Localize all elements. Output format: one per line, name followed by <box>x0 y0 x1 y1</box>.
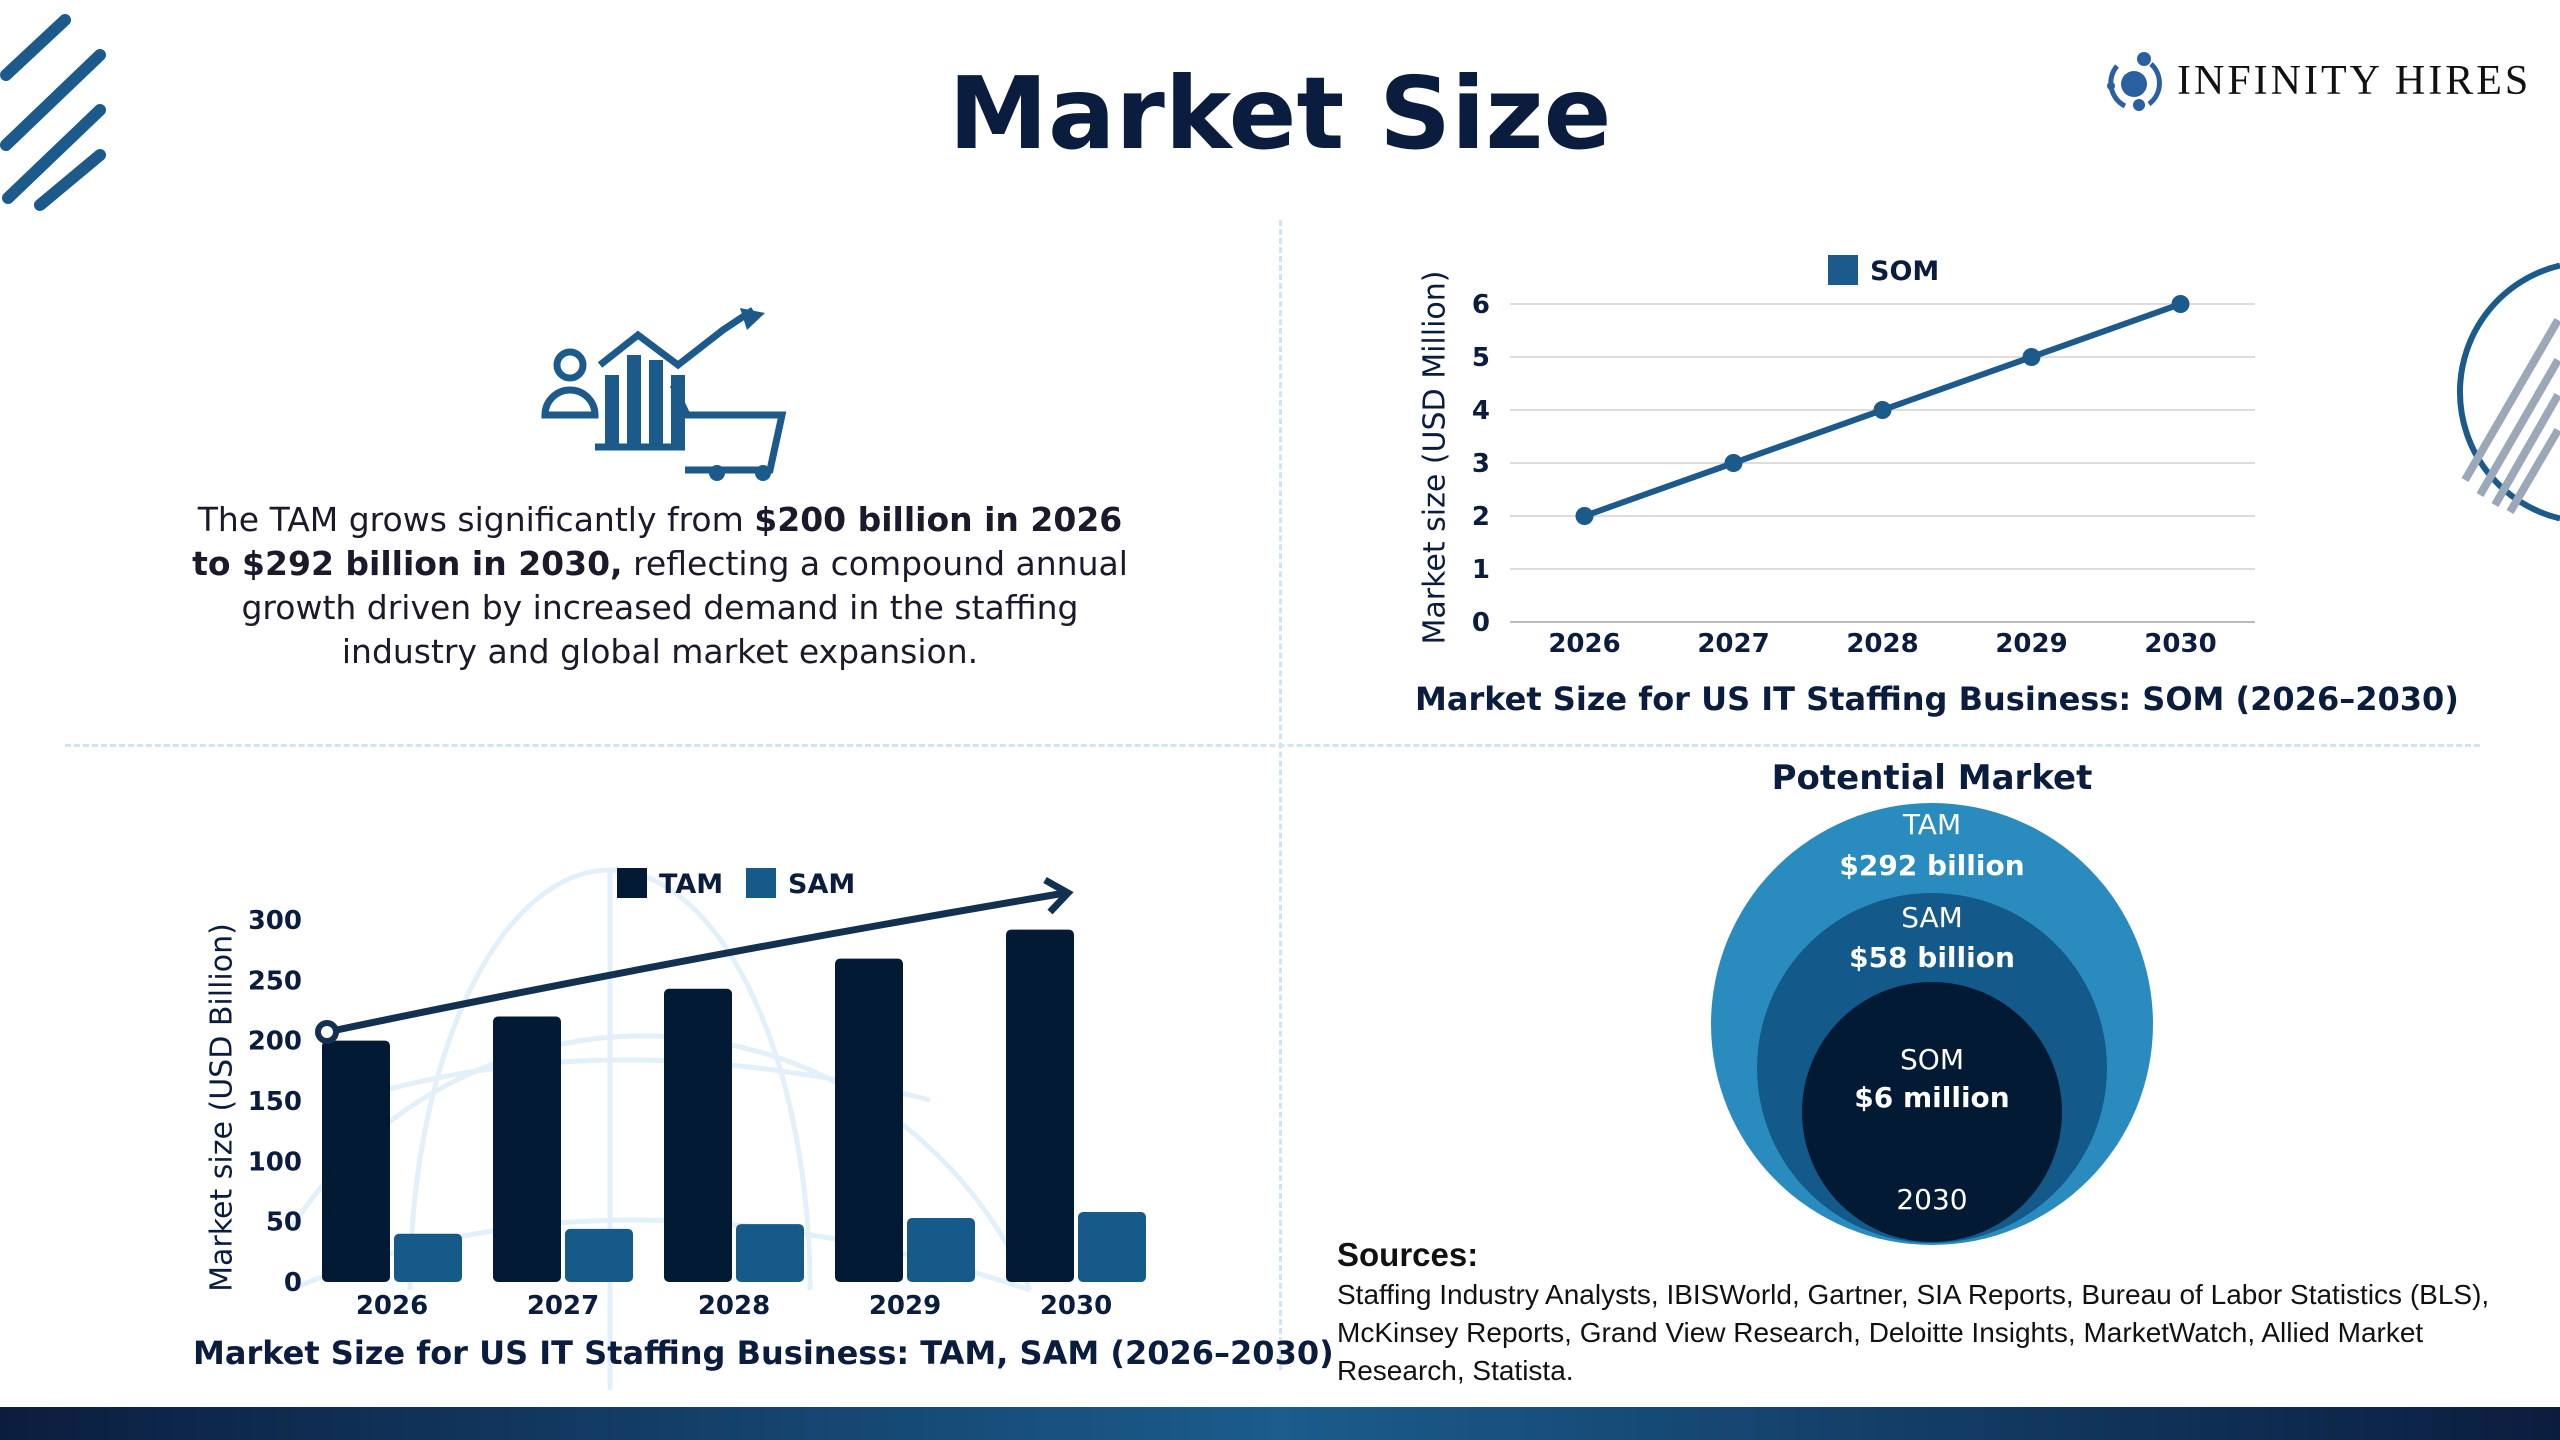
y-tick-label: 100 <box>250 1147 302 1177</box>
logo-icon <box>2107 52 2162 111</box>
som-point <box>2022 348 2041 366</box>
divider-horizontal <box>65 744 2480 747</box>
y-tick-label: 5 <box>1472 343 1490 373</box>
x-tick-label: 2026 <box>1548 629 1620 659</box>
x-tick-label: 2027 <box>1697 629 1769 659</box>
trend-arrowhead <box>1043 876 1074 915</box>
som-chart-title: Market Size for US IT Staffing Business:… <box>1415 680 2459 718</box>
x-tick-label: 2027 <box>527 1291 599 1320</box>
bar-chart-title: Market Size for US IT Staffing Business:… <box>193 1334 1334 1372</box>
bar-sam <box>565 1228 633 1282</box>
x-tick-label: 2028 <box>1846 629 1918 659</box>
x-tick-label: 2026 <box>356 1291 428 1320</box>
som-point <box>1575 507 1594 525</box>
bar-sam <box>736 1224 804 1282</box>
som-y-axis-label: Market size (USD Million) <box>1417 270 1453 645</box>
x-tick-label: 2029 <box>869 1291 941 1320</box>
y-tick-label: 4 <box>1472 396 1490 426</box>
y-tick-label: 3 <box>1472 449 1490 479</box>
x-tick-label: 2029 <box>1995 629 2067 659</box>
y-tick-label: 2 <box>1472 502 1490 532</box>
som-line-chart: 0 1 2 3 4 5 6 2026 2027 2028 2029 2030 SOM <box>1472 255 2255 659</box>
logo: INFINITY HIRES <box>2105 50 2531 112</box>
bar-tam <box>322 1040 390 1282</box>
footer-bar <box>0 1407 2560 1440</box>
year-label: 2030 <box>1896 1183 1968 1216</box>
som-label: SOM <box>1900 1043 1964 1076</box>
y-tick-label: 200 <box>250 1027 302 1057</box>
potential-market-title: Potential Market <box>1771 758 2093 798</box>
sam-label: SAM <box>1901 901 1963 934</box>
growth-cart-icon <box>541 307 787 481</box>
sam-value: $58 billion <box>1849 941 2015 974</box>
legend-swatch-sam <box>746 868 776 898</box>
decorative-circle <box>2457 262 2560 522</box>
y-tick-label: 250 <box>250 966 302 996</box>
y-tick-label: 150 <box>250 1087 302 1117</box>
y-tick-label: 50 <box>266 1208 302 1238</box>
y-tick-label: 0 <box>1472 608 1490 638</box>
divider-vertical <box>1279 220 1282 1370</box>
bar-tam <box>1006 929 1074 1282</box>
bar-y-axis-label: Market size (USD Billion) <box>204 923 240 1292</box>
legend-label-sam: SAM <box>788 869 855 900</box>
y-tick-label: 300 <box>250 906 302 936</box>
tam-label: TAM <box>1902 808 1962 841</box>
y-tick-label: 6 <box>1472 290 1490 320</box>
decorative-stripes <box>0 14 106 211</box>
bar-tam <box>664 988 732 1282</box>
bar-tam <box>835 958 903 1282</box>
potential-market-circles <box>1711 803 2153 1245</box>
som-point <box>1724 454 1743 472</box>
trend-arrow <box>326 889 1066 1036</box>
tam-sam-bar-chart: 0 50 100 150 200 250 300 2026 2027 2028 2029 2030 TA… <box>250 868 1146 1320</box>
legend-swatch-som <box>1828 255 1858 285</box>
legend-swatch-tam <box>617 868 647 898</box>
sources-text: Staffing Industry Analysts, IBISWorld, G… <box>1337 1279 2490 1386</box>
som-point <box>1873 401 1892 419</box>
bar-sam <box>907 1218 975 1282</box>
x-tick-label: 2030 <box>1040 1291 1112 1320</box>
legend-label-som: SOM <box>1870 256 1939 287</box>
som-value: $6 million <box>1854 1081 2010 1114</box>
y-tick-label: 0 <box>284 1268 302 1298</box>
x-tick-label: 2030 <box>2144 629 2216 659</box>
y-tick-label: 1 <box>1472 555 1490 585</box>
logo-text: INFINITY HIRES <box>2177 58 2532 104</box>
bar-sam <box>1078 1212 1146 1282</box>
sources-heading: Sources: <box>1337 1236 1479 1273</box>
page-title: Market Size <box>948 55 1612 172</box>
som-point <box>2171 295 2190 313</box>
legend-label-tam: TAM <box>659 869 723 900</box>
x-tick-label: 2028 <box>698 1291 770 1320</box>
som-circle <box>1802 982 2062 1242</box>
trend-start-point <box>315 1020 339 1044</box>
summary-text: The TAM grows significantly from $200 bi… <box>192 500 1128 671</box>
tam-value: $292 billion <box>1839 849 2025 882</box>
bar-tam <box>493 1016 561 1282</box>
bar-sam <box>394 1233 462 1282</box>
